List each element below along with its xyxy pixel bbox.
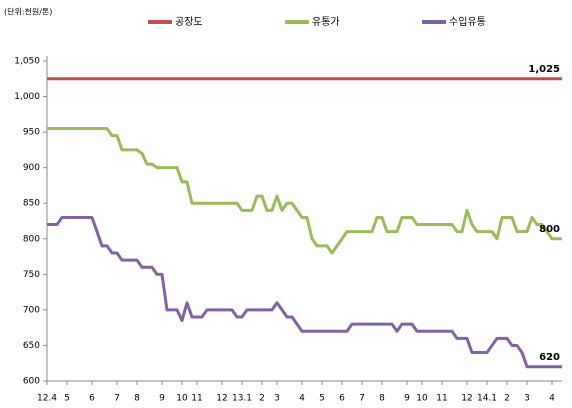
y-tick-label: 850 (23, 199, 40, 209)
x-tick-label: 3 (524, 394, 530, 404)
x-tick-label: 11 (436, 394, 447, 404)
x-tick-label: 12 (461, 394, 472, 404)
x-tick-label: 12.4 (37, 394, 57, 404)
x-tick-label: 2 (504, 394, 510, 404)
legend-label: 수입유통 (449, 15, 486, 28)
x-tick-label: 7 (114, 394, 120, 404)
x-tick-label: 14.1 (477, 394, 497, 404)
y-tick-label: 1,000 (14, 92, 40, 102)
unit-label: (단위:천원/톤) (4, 7, 52, 17)
x-tick-label: 7 (359, 394, 365, 404)
y-tick-label: 950 (23, 128, 40, 138)
series-line (47, 127, 562, 255)
series-line (47, 215, 562, 369)
x-tick-label: 5 (319, 394, 325, 404)
x-tick-label: 9 (404, 394, 410, 404)
x-tick-label: 3 (274, 394, 280, 404)
legend-label: 공장도 (175, 16, 203, 28)
x-tick-label: 6 (339, 394, 345, 404)
x-tick-label: 8 (134, 394, 140, 404)
y-tick-label: 800 (23, 234, 40, 244)
x-tick-label: 5 (64, 394, 70, 404)
x-tick-label: 8 (379, 394, 385, 404)
x-tick-label: 4 (299, 394, 305, 404)
data-label: 620 (539, 352, 560, 363)
y-tick-label: 1,050 (14, 57, 40, 67)
y-tick-label: 750 (23, 270, 40, 280)
x-tick-label: 13.1 (232, 394, 252, 404)
y-tick-label: 700 (23, 305, 40, 315)
y-tick-label: 900 (23, 163, 40, 173)
x-tick-label: 11 (191, 394, 202, 404)
x-tick-label: 6 (89, 394, 95, 404)
x-tick-label: 4 (549, 394, 555, 404)
data-label: 1,025 (528, 64, 560, 75)
x-tick-label: 10 (176, 394, 188, 404)
y-tick-label: 650 (23, 341, 40, 351)
x-tick-label: 10 (416, 394, 428, 404)
y-tick-label: 600 (23, 377, 40, 387)
x-tick-label: 12 (216, 394, 227, 404)
x-tick-label: 9 (159, 394, 165, 404)
x-tick-label: 2 (259, 394, 265, 404)
legend-label: 유통가 (312, 16, 340, 28)
data-label: 800 (539, 224, 560, 235)
